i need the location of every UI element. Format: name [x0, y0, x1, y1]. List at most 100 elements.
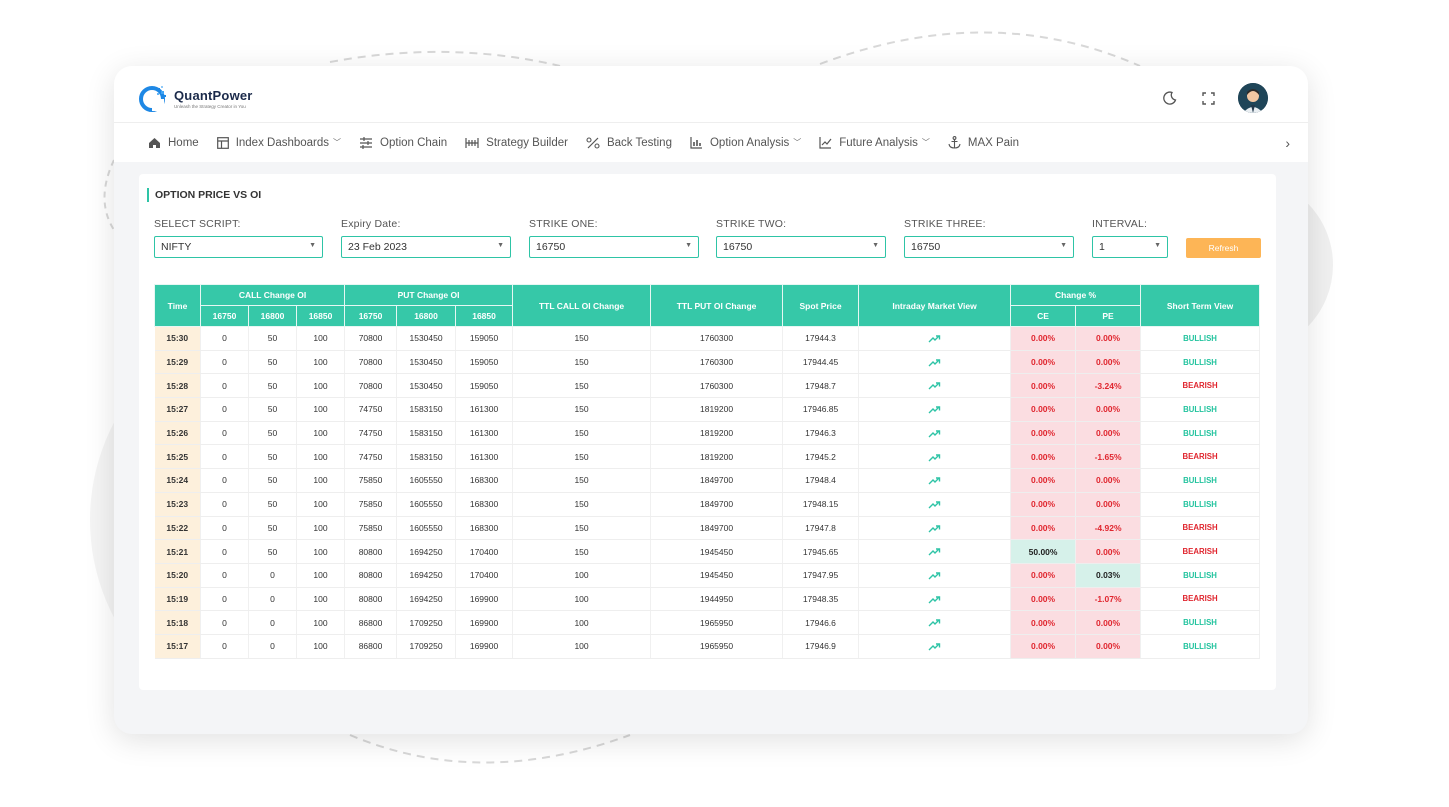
col-intraday[interactable]: Intraday Market View — [858, 284, 1012, 327]
cell-pe: 0.00% — [1075, 539, 1142, 564]
logo[interactable]: QuantPower Unleash the Strategy Creator … — [138, 82, 253, 114]
cell-p2: 1583150 — [396, 397, 457, 422]
strike-three-select[interactable]: 16750 ▼ — [904, 236, 1074, 258]
home-icon — [149, 137, 160, 148]
cell-c2: 50 — [248, 421, 297, 446]
col-put-change: PUT Change OI — [344, 284, 514, 306]
col-put-strike-3[interactable]: 16850 — [455, 305, 514, 327]
col-ce[interactable]: CE — [1010, 305, 1077, 327]
col-call-strike-1[interactable]: 16750 — [200, 305, 249, 327]
avatar[interactable] — [1238, 83, 1268, 113]
cell-pe: 0.00% — [1075, 397, 1142, 422]
table-row: 15:19 0 0 100 80800 1694250 169900 100 1944950 17… — [154, 587, 1261, 612]
cell-time: 15:25 — [154, 444, 201, 470]
cell-ttl-put: 1945450 — [650, 563, 784, 588]
nav-label: Future Analysis — [839, 136, 918, 149]
col-time[interactable]: Time — [154, 284, 201, 327]
chevron-down-icon: ﹀ — [333, 138, 342, 147]
cell-time: 15:18 — [154, 610, 201, 635]
cell-p3: 170400 — [455, 539, 514, 564]
moon-icon[interactable] — [1162, 90, 1178, 106]
cell-c3: 100 — [296, 634, 346, 659]
cell-pe: 0.00% — [1075, 350, 1142, 375]
col-short-term[interactable]: Short Term View — [1140, 284, 1261, 327]
cell-c1: 0 — [200, 444, 249, 470]
cell-p2: 1694250 — [396, 563, 457, 588]
cell-pe: 0.00% — [1075, 421, 1142, 446]
expiry-select[interactable]: 23 Feb 2023 ▼ — [341, 236, 511, 258]
caret-down-icon: ▼ — [685, 242, 692, 249]
cell-time: 15:28 — [154, 373, 201, 399]
cell-c1: 0 — [200, 350, 249, 375]
cell-c3: 100 — [296, 373, 346, 399]
nav-item-back-testing[interactable]: Back Testing — [586, 137, 672, 149]
nav-item-home[interactable]: Home — [148, 137, 199, 149]
col-pe[interactable]: PE — [1075, 305, 1142, 327]
cell-time: 15:26 — [154, 421, 201, 446]
strategy-icon — [465, 137, 479, 148]
caret-down-icon: ▼ — [1154, 242, 1161, 249]
nav-item-max-pain[interactable]: MAX Pain — [948, 136, 1019, 149]
cell-pe: 0.00% — [1075, 610, 1142, 635]
cell-intraday — [858, 326, 1012, 351]
cell-short-term-view: BULLISH — [1140, 421, 1261, 446]
cell-ttl-call: 150 — [512, 444, 652, 470]
nav-item-strategy-builder[interactable]: Strategy Builder — [465, 137, 568, 149]
nav-item-future-analysis[interactable]: Future Analysis ﹀ — [819, 136, 930, 149]
panel-title: OPTION PRICE VS OI — [147, 188, 261, 202]
nav-item-option-analysis[interactable]: Option Analysis ﹀ — [690, 136, 801, 149]
cell-c1: 0 — [200, 397, 249, 422]
trending-up-icon — [928, 572, 941, 580]
cell-c1: 0 — [200, 373, 249, 399]
cell-pe: 0.00% — [1075, 492, 1142, 517]
col-spot[interactable]: Spot Price — [782, 284, 860, 327]
cell-intraday — [858, 397, 1012, 422]
cell-p1: 86800 — [344, 610, 398, 635]
fullscreen-icon[interactable] — [1200, 90, 1216, 106]
col-call-strike-3[interactable]: 16850 — [295, 305, 346, 327]
chevron-down-icon: ﹀ — [921, 138, 930, 147]
chevron-right-icon[interactable]: › — [1285, 135, 1290, 151]
cell-pe: -3.24% — [1075, 373, 1142, 399]
col-ttl-put[interactable]: TTL PUT OI Change — [650, 284, 784, 327]
strike-two-select[interactable]: 16750 ▼ — [716, 236, 886, 258]
cell-ttl-put: 1945450 — [650, 539, 784, 564]
nav-label: Strategy Builder — [486, 136, 568, 149]
caret-down-icon: ▼ — [497, 242, 504, 249]
table-row: 15:24 0 50 100 75850 1605550 168300 150 1849700 1… — [154, 468, 1261, 493]
cell-p3: 159050 — [455, 350, 514, 375]
table-row: 15:28 0 50 100 70800 1530450 159050 150 1760300 1… — [154, 373, 1261, 399]
cell-ttl-call: 100 — [512, 587, 652, 612]
cell-ttl-call: 150 — [512, 539, 652, 564]
cell-c3: 100 — [296, 587, 346, 612]
col-call-strike-2[interactable]: 16800 — [248, 305, 297, 327]
col-put-strike-2[interactable]: 16800 — [396, 305, 457, 327]
cell-c1: 0 — [200, 516, 249, 541]
refresh-button[interactable]: Refresh — [1186, 238, 1261, 258]
cell-p3: 168300 — [455, 516, 514, 541]
nav-label: MAX Pain — [967, 136, 1020, 149]
cell-ttl-put: 1819200 — [650, 444, 784, 470]
cell-time: 15:21 — [154, 539, 201, 564]
cell-ce: 0.00% — [1010, 350, 1077, 375]
cell-intraday — [858, 444, 1012, 470]
cell-intraday — [858, 563, 1012, 588]
col-put-strike-1[interactable]: 16750 — [344, 305, 398, 327]
backtest-icon — [586, 136, 600, 149]
cell-c1: 0 — [200, 468, 249, 493]
option-price-oi-panel: OPTION PRICE VS OI SELECT SCRIPT: NIFTY ▼… — [139, 174, 1276, 690]
nav-item-index-dashboards[interactable]: Index Dashboards ﹀ — [216, 137, 342, 149]
col-ttl-call[interactable]: TTL CALL OI Change — [512, 284, 652, 327]
table-row: 15:21 0 50 100 80800 1694250 170400 150 1945450 1… — [154, 539, 1261, 564]
cell-ce: 0.00% — [1010, 492, 1077, 517]
cell-c2: 0 — [248, 563, 297, 588]
main-nav: Home Index Dashboards ﹀ Option Chain Str… — [114, 122, 1308, 162]
filter-script: SELECT SCRIPT: NIFTY ▼ — [154, 218, 323, 258]
table-row: 15:20 0 0 100 80800 1694250 170400 100 1945450 17… — [154, 563, 1261, 588]
nav-label: Back Testing — [606, 136, 672, 149]
nav-item-option-chain[interactable]: Option Chain — [359, 136, 447, 149]
interval-select[interactable]: 1 ▼ — [1092, 236, 1168, 258]
strike-one-select[interactable]: 16750 ▼ — [529, 236, 699, 258]
line-chart-icon — [819, 136, 832, 149]
script-select[interactable]: NIFTY ▼ — [154, 236, 323, 258]
